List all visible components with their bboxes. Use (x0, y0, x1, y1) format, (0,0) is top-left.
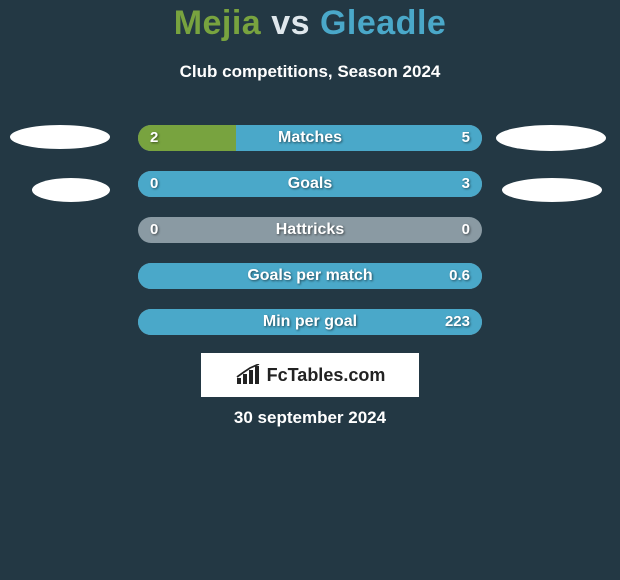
bar-value-right: 3 (462, 171, 470, 197)
bar-value-left: 0 (150, 217, 158, 243)
decorative-ellipse (10, 125, 110, 149)
comparison-bars: Matches25Goals03Hattricks00Goals per mat… (138, 125, 482, 355)
subtitle: Club competitions, Season 2024 (0, 62, 620, 82)
stat-bar: Goals0 3 (138, 171, 482, 197)
bar-label: Goals (138, 171, 482, 197)
decorative-ellipse (32, 178, 110, 202)
infographic-canvas: Mejia vs Gleadle Club competitions, Seas… (0, 0, 620, 580)
player1-name: Mejia (174, 4, 262, 42)
decorative-ellipse (502, 178, 602, 202)
chart-icon (235, 364, 261, 386)
bar-label: Hattricks (138, 217, 482, 243)
decorative-ellipse (496, 125, 606, 151)
bar-label: Goals per match (138, 263, 482, 289)
bar-value-right: 0.6 (449, 263, 470, 289)
page-title: Mejia vs Gleadle (0, 4, 620, 43)
stat-bar: Goals per match0.6 (138, 263, 482, 289)
bar-label: Matches (138, 125, 482, 151)
watermark: FcTables.com (201, 353, 419, 397)
bar-value-right: 223 (445, 309, 470, 335)
watermark-text: FcTables.com (267, 365, 386, 386)
stat-bar: Hattricks0 0 (138, 217, 482, 243)
stat-bar: Min per goal223 (138, 309, 482, 335)
vs-text: vs (271, 4, 310, 42)
bar-label: Min per goal (138, 309, 482, 335)
bar-value-left: 2 (150, 125, 158, 151)
player2-name: Gleadle (320, 4, 446, 42)
date-text: 30 september 2024 (0, 408, 620, 428)
stat-bar: Matches2 5 (138, 125, 482, 151)
bar-value-left: 0 (150, 171, 158, 197)
bar-value-right: 0 (462, 217, 470, 243)
bar-value-right: 5 (462, 125, 470, 151)
